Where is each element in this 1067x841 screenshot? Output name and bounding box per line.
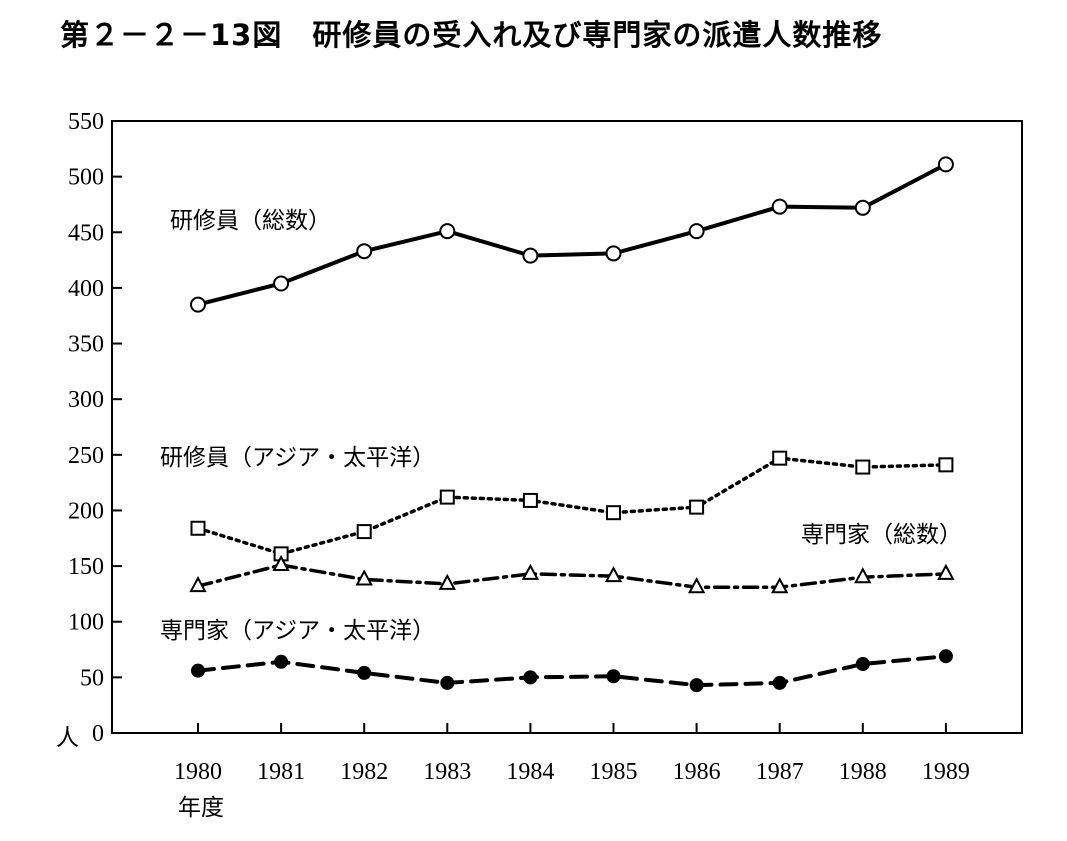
x-tick-label: 1982 — [340, 759, 388, 785]
x-tick-label: 1987 — [756, 759, 804, 785]
y-tick-label: 200 — [68, 498, 104, 524]
data-point — [355, 569, 373, 586]
data-point — [440, 675, 455, 690]
data-point — [523, 670, 538, 685]
data-point — [604, 565, 623, 583]
x-tick-label: 1986 — [673, 759, 721, 785]
data-point — [438, 573, 456, 590]
x-axis-label: 年度 — [178, 795, 224, 821]
x-tick-label: 1989 — [922, 759, 970, 785]
data-point — [439, 223, 456, 240]
data-point — [855, 459, 871, 475]
x-tick-label: 1983 — [423, 759, 471, 785]
chart-title: 第２－２－13図 研修員の受入れ及び専門家の派遣人数推移 — [60, 18, 883, 52]
data-point — [357, 665, 372, 680]
y-ticks: 0 50 100 150 200 250 300 350 400 450 500 550 — [68, 109, 122, 747]
data-point — [190, 520, 206, 536]
series-line-0 — [196, 162, 948, 307]
data-point — [687, 577, 706, 594]
data-point — [522, 247, 539, 264]
series-line-1 — [196, 456, 948, 556]
data-point — [273, 275, 290, 292]
x-ticks: 1980 1981 1982 1983 1984 1985 1986 1987 1988 1989 — [174, 723, 970, 785]
data-point — [772, 675, 787, 690]
data-point — [189, 576, 207, 593]
y-tick-label: 500 — [68, 165, 104, 191]
data-point — [606, 669, 621, 684]
y-tick-label: 450 — [68, 220, 104, 246]
y-tick-label: 250 — [68, 443, 104, 469]
plot-frame — [111, 120, 1023, 734]
data-point — [937, 563, 955, 580]
y-tick-label: 150 — [68, 554, 104, 580]
x-tick-label: 1988 — [839, 759, 887, 785]
data-point — [191, 663, 205, 678]
series-line-2 — [196, 563, 948, 589]
data-point — [937, 156, 954, 173]
data-point — [190, 296, 206, 313]
x-tick-label: 1981 — [257, 759, 305, 785]
data-point — [605, 245, 622, 262]
data-point — [689, 499, 705, 515]
y-axis-label: 人 — [56, 725, 79, 751]
data-point — [522, 492, 538, 508]
series-labels: 研修員（総数） 研修員（アジア・太平洋） 専門家（総数） 専門家（アジア・太平洋） — [160, 208, 962, 644]
y-tick-label: 350 — [68, 332, 104, 358]
series-lines — [196, 162, 948, 688]
data-point — [854, 567, 872, 584]
series-label-3: 専門家（アジア・太平洋） — [160, 618, 435, 644]
data-point — [356, 524, 372, 540]
data-point — [272, 554, 290, 571]
data-point — [688, 223, 705, 240]
data-point — [772, 450, 788, 466]
data-point — [606, 505, 621, 521]
data-point — [771, 577, 789, 594]
data-point — [855, 657, 870, 672]
data-point — [689, 678, 704, 693]
series-label-2: 専門家（総数） — [801, 522, 962, 548]
data-point — [854, 199, 871, 216]
y-tick-label: 550 — [68, 109, 104, 135]
y-tick-label: 400 — [68, 276, 104, 302]
x-tick-label: 1985 — [590, 759, 638, 785]
data-point — [439, 489, 455, 505]
y-tick-label: 0 — [92, 721, 104, 747]
series-line-3 — [196, 654, 948, 688]
series-label-1: 研修員（アジア・太平洋） — [160, 445, 435, 471]
data-point — [771, 198, 788, 215]
y-tick-label: 50 — [80, 665, 104, 691]
y-tick-label: 300 — [68, 387, 104, 413]
series-label-0: 研修員（総数） — [170, 208, 331, 234]
data-point — [521, 563, 540, 580]
axes — [111, 120, 1023, 734]
data-point — [938, 649, 953, 664]
data-point — [274, 654, 289, 669]
x-tick-label: 1984 — [506, 759, 554, 785]
data-point — [356, 243, 373, 260]
data-point — [938, 457, 954, 473]
x-tick-label: 1980 — [174, 759, 222, 785]
y-tick-label: 100 — [68, 610, 104, 636]
series-markers — [189, 156, 955, 693]
